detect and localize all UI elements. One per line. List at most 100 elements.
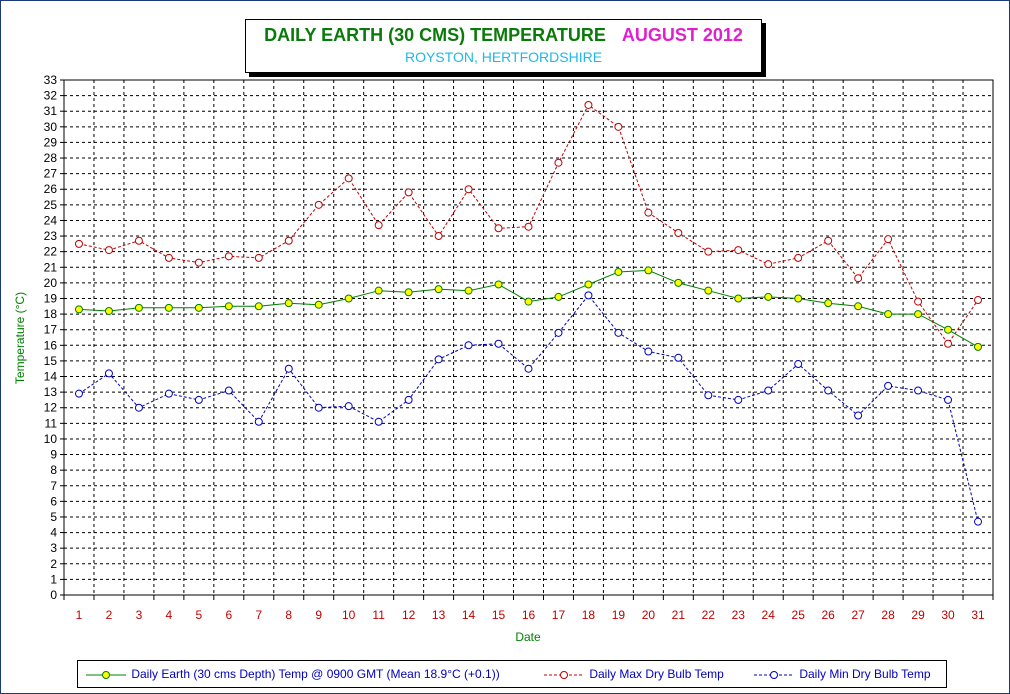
point-min — [434, 355, 443, 364]
point-earth — [584, 280, 593, 289]
point-min — [974, 517, 983, 526]
point-max — [464, 185, 473, 194]
point-min — [644, 347, 653, 356]
y-tick-label: 20 — [44, 276, 58, 290]
chart-title-line: DAILY EARTH (30 CMS) TEMPERATURE AUGUST 2… — [246, 25, 761, 46]
y-tick-label: 23 — [44, 229, 58, 243]
point-min — [254, 417, 263, 426]
point-earth — [494, 280, 503, 289]
y-tick-label: 7 — [50, 479, 57, 493]
y-tick-label: 17 — [44, 323, 58, 337]
point-earth — [824, 299, 833, 308]
point-earth — [674, 278, 683, 287]
axis-layer: 0123456789101112131415161718192021222324… — [44, 73, 994, 622]
y-tick-label: 11 — [45, 416, 58, 430]
x-tick-label: 24 — [762, 608, 776, 622]
x-tick-label: 28 — [881, 608, 895, 622]
x-tick-label: 18 — [582, 608, 596, 622]
point-earth — [734, 294, 743, 303]
point-earth — [374, 286, 383, 295]
point-min — [74, 389, 83, 398]
x-tick-label: 20 — [642, 608, 656, 622]
x-tick-label: 27 — [851, 608, 865, 622]
y-tick-label: 15 — [44, 354, 58, 368]
x-tick-label: 19 — [612, 608, 626, 622]
point-max — [104, 246, 113, 255]
point-min — [674, 353, 683, 362]
point-max — [224, 252, 233, 261]
y-tick-label: 6 — [50, 494, 57, 508]
y-tick-label: 25 — [44, 198, 58, 212]
point-earth — [224, 302, 233, 311]
x-tick-label: 26 — [821, 608, 835, 622]
x-tick-label: 12 — [402, 608, 416, 622]
point-max — [314, 200, 323, 209]
legend-swatch-min — [754, 670, 794, 679]
x-tick-label: 21 — [672, 608, 686, 622]
point-max — [134, 236, 143, 245]
point-earth — [164, 303, 173, 312]
point-earth — [74, 305, 83, 314]
series-layer — [74, 100, 983, 526]
y-tick-label: 16 — [44, 338, 58, 352]
point-earth — [284, 299, 293, 308]
x-axis-label: Date — [515, 630, 541, 644]
point-min — [734, 395, 743, 404]
y-tick-label: 0 — [50, 588, 57, 602]
point-max — [554, 158, 563, 167]
point-min — [794, 360, 803, 369]
chart-title: DAILY EARTH (30 CMS) TEMPERATURE — [264, 25, 606, 45]
point-max — [164, 253, 173, 262]
point-earth — [614, 267, 623, 276]
y-axis-label: Temperature (°C) — [13, 292, 27, 384]
point-earth — [644, 266, 653, 275]
x-tick-label: 25 — [792, 608, 806, 622]
grid-layer — [63, 79, 994, 596]
x-tick-label: 31 — [971, 608, 985, 622]
point-max — [434, 232, 443, 241]
point-earth — [464, 286, 473, 295]
point-earth — [884, 310, 893, 319]
y-tick-label: 22 — [44, 245, 58, 259]
point-earth — [344, 294, 353, 303]
point-max — [404, 188, 413, 197]
point-max — [284, 236, 293, 245]
legend-item-max: Daily Max Dry Bulb Temp — [542, 661, 724, 687]
point-earth — [794, 294, 803, 303]
point-min — [554, 328, 563, 337]
point-earth — [764, 292, 773, 301]
point-earth — [944, 325, 953, 334]
y-tick-label: 18 — [44, 307, 58, 321]
legend-item-min: Daily Min Dry Bulb Temp — [752, 661, 931, 687]
y-tick-label: 4 — [50, 526, 57, 540]
point-min — [704, 391, 713, 400]
legend-label-earth: Daily Earth (30 cms Depth) Temp @ 0900 G… — [131, 667, 500, 681]
point-min — [884, 381, 893, 390]
legend-swatch-earth — [86, 670, 126, 679]
point-earth — [704, 286, 713, 295]
x-tick-label: 2 — [106, 608, 113, 622]
x-tick-label: 5 — [196, 608, 203, 622]
point-max — [194, 258, 203, 267]
x-tick-label: 11 — [372, 608, 385, 622]
point-max — [74, 239, 83, 248]
point-earth — [434, 285, 443, 294]
y-tick-label: 1 — [50, 572, 57, 586]
y-tick-label: 10 — [44, 432, 58, 446]
point-max — [254, 253, 263, 262]
point-min — [284, 364, 293, 373]
x-tick-label: 9 — [315, 608, 322, 622]
point-earth — [314, 300, 323, 309]
x-tick-label: 7 — [255, 608, 262, 622]
y-tick-label: 33 — [44, 73, 58, 87]
point-min — [314, 403, 323, 412]
x-tick-label: 30 — [941, 608, 955, 622]
point-max — [974, 296, 983, 305]
point-min — [524, 364, 533, 373]
point-max — [344, 174, 353, 183]
point-max — [944, 339, 953, 348]
point-min — [944, 395, 953, 404]
point-max — [794, 253, 803, 262]
x-tick-label: 29 — [911, 608, 925, 622]
point-earth — [104, 306, 113, 315]
